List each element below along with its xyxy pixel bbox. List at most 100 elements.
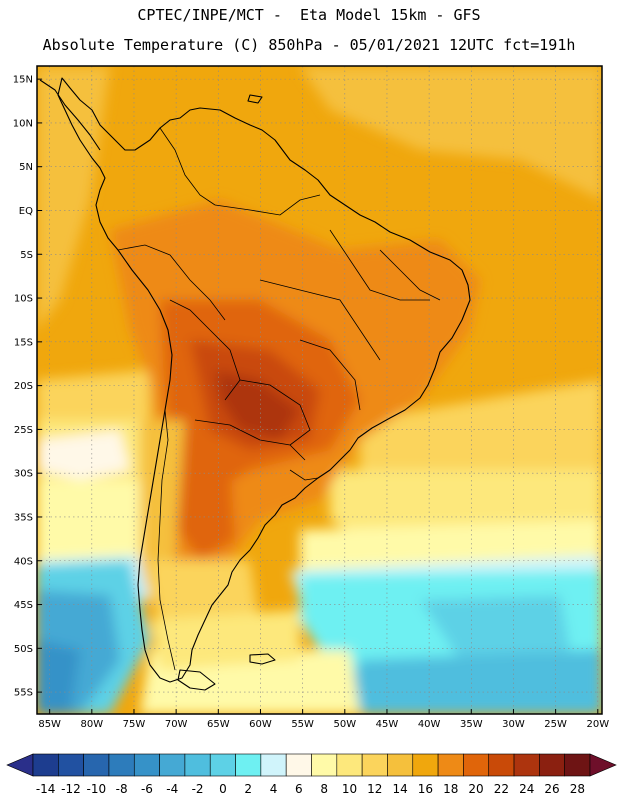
colorbar-label: -8 (116, 782, 128, 796)
temperature-field (37, 66, 602, 714)
colorbar-swatch (463, 753, 490, 777)
colorbar: -14 -12 -10 -8 -6 -4 -2 0 2 4 6 8 10 12 14 16 18 20 22 24 26… (6, 753, 617, 796)
field-zone-white-south-pacific (37, 430, 130, 480)
lat-tick-label: 30S (14, 469, 33, 480)
lat-tick-label: 55S (14, 688, 33, 699)
colorbar-swatch (336, 753, 363, 777)
colorbar-label: 0 (219, 782, 227, 796)
colorbar-swatch (387, 753, 414, 777)
colorbar-swatch (159, 753, 186, 777)
colorbar-swatch (235, 753, 262, 777)
field-zone-hottest-core (215, 370, 300, 440)
colorbar-swatch (437, 753, 464, 777)
lat-tick-label: 15N (13, 75, 33, 86)
south-america-coastline (57, 77, 471, 683)
colorbar-label: 26 (544, 782, 559, 796)
border-brazil-states-3 (299, 339, 361, 411)
lon-tick-label: 45W (376, 719, 399, 730)
colorbar-swatch (260, 753, 287, 777)
latitude-axis: 15N 10N 5N EQ 5S 10S 15S 20S 25S 30S 35S 40S 45S 50S 5… (13, 75, 42, 699)
border-brazil-states-4 (379, 249, 441, 301)
colorbar-label: 4 (270, 782, 278, 796)
colorbar-label: 18 (443, 782, 458, 796)
field-zone-argentina-warm (170, 450, 235, 560)
country-borders (117, 127, 441, 671)
colorbar-label: 14 (392, 782, 407, 796)
plot-frame (36, 65, 603, 715)
lon-tick-label: 40W (418, 719, 441, 730)
lon-tick-label: 35W (460, 719, 483, 730)
lat-tick-label: 5N (19, 162, 33, 173)
border-bolivia (169, 299, 241, 401)
border-brazil-interior (214, 194, 321, 216)
colorbar-label: -10 (86, 782, 106, 796)
colorbar-label: 28 (570, 782, 585, 796)
coastline (39, 77, 471, 691)
field-zone-mild-north (300, 66, 602, 200)
border-peru-brazil (117, 244, 226, 321)
colorbar-label: -14 (36, 782, 56, 796)
colorbar-swatch (32, 753, 59, 777)
colorbar-label: -12 (61, 782, 81, 796)
field-zone-mild-pacific (37, 66, 110, 330)
lon-tick-label: 70W (165, 719, 188, 730)
colorbar-swatch (564, 753, 591, 777)
lat-tick-label: 10S (14, 294, 33, 305)
border-argentina-north (194, 419, 306, 461)
lon-tick-label: 80W (81, 719, 104, 730)
colorbar-swatch (361, 753, 388, 777)
colorbar-swatch (311, 753, 338, 777)
border-paraguay (239, 379, 311, 446)
border-brazil-states-2 (329, 229, 430, 301)
colorbar-label: 8 (320, 782, 328, 796)
lat-tick-label: 10N (13, 118, 33, 129)
lon-tick-label: 55W (291, 719, 314, 730)
lon-tick-label: 60W (249, 719, 272, 730)
tierra-del-fuego (177, 669, 216, 691)
colorbar-label: 10 (342, 782, 357, 796)
field-zone-andes-mild (140, 420, 185, 600)
colorbar-label: -4 (166, 782, 178, 796)
lon-tick-label: 20W (586, 719, 609, 730)
falkland-islands (249, 653, 276, 665)
field-zone-blue-atlantic (340, 650, 602, 714)
colorbar-swatch (133, 753, 160, 777)
field-zone-cream-south-pacific (37, 480, 140, 565)
field-zone-patagonia-pale (150, 610, 300, 670)
lat-tick-label: 40S (14, 556, 33, 567)
map-title-line1: CPTEC/INPE/MCT - Eta Model 15km - GFS (137, 6, 481, 24)
colorbar-swatch (209, 753, 236, 777)
border-colombia-venezuela (159, 127, 216, 206)
border-uruguay (289, 469, 319, 481)
field-zone-cyan2-atlantic (420, 595, 570, 660)
colorbar-swatch (539, 753, 565, 777)
lat-lon-grid (37, 66, 602, 714)
lat-tick-label: 15S (14, 337, 33, 348)
lat-tick-label: 45S (14, 600, 33, 611)
lat-tick-label: EQ (19, 206, 33, 217)
lon-tick-label: 65W (207, 719, 230, 730)
colorbar-label: -2 (192, 782, 204, 796)
colorbar-label: -6 (141, 782, 153, 796)
colorbar-label: 22 (494, 782, 509, 796)
colorbar-swatch (184, 753, 211, 777)
colorbar-swatch (58, 753, 84, 777)
lon-tick-label: 30W (502, 719, 525, 730)
lat-tick-label: 50S (14, 644, 33, 655)
field-zone-deep-blue-pacific (37, 640, 80, 714)
longitude-axis: 85W 80W 75W 70W 65W 60W 55W 50W 45W 40W 35W 30W 25W 2… (38, 709, 609, 730)
lon-tick-label: 25W (544, 719, 567, 730)
lat-tick-label: 5S (20, 250, 33, 261)
colorbar-label: 24 (519, 782, 534, 796)
lon-tick-label: 85W (38, 719, 61, 730)
lat-tick-label: 35S (14, 512, 33, 523)
colorbar-label: 6 (295, 782, 303, 796)
colorbar-swatch (285, 753, 312, 777)
colorbar-swatch (412, 753, 439, 777)
colorbar-min-arrow (6, 753, 34, 777)
map-title-line2: Absolute Temperature (C) 850hPa - 05/01/… (42, 36, 576, 54)
lat-tick-label: 20S (14, 381, 33, 392)
lon-tick-label: 50W (333, 719, 356, 730)
colorbar-label: 16 (418, 782, 433, 796)
